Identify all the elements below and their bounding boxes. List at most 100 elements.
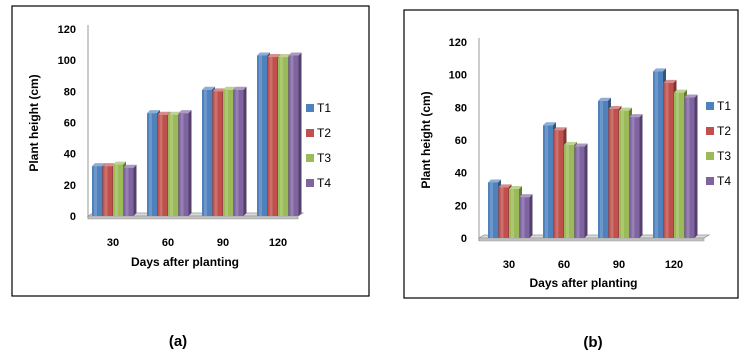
bar-side	[133, 164, 137, 216]
bar-highlight	[180, 113, 184, 216]
x-tick-label: 90	[217, 237, 229, 249]
y-tick-label: 100	[58, 55, 76, 67]
bar-highlight	[235, 89, 239, 216]
y-tick-label: 80	[64, 86, 76, 98]
y-tick-label: 20	[64, 180, 76, 192]
bar-highlight	[290, 55, 294, 216]
bar-T4-30	[519, 194, 533, 238]
bar-highlight	[214, 91, 218, 216]
bar-highlight	[500, 187, 504, 238]
bar-T4-120	[684, 94, 698, 239]
bar-highlight	[225, 89, 228, 216]
legend-item-T3: T3	[306, 151, 331, 165]
legend-item-T2: T2	[706, 124, 731, 138]
bar-T4-90	[233, 86, 247, 217]
bar-highlight	[686, 97, 690, 239]
x-tick-label: 90	[613, 259, 625, 271]
chart-b: 0 20 40 60 80 100 120 30 60 90 120 Days after plant…	[403, 9, 739, 299]
x-axis-label: Days after planting	[131, 255, 239, 269]
bar-top	[564, 141, 577, 145]
bar-highlight	[600, 100, 603, 238]
legend-label: T3	[717, 149, 731, 163]
bar-top	[619, 107, 632, 111]
bar-top	[488, 179, 501, 183]
y-tick-label: 60	[64, 118, 76, 130]
bar-top	[212, 88, 226, 92]
bar-side	[243, 86, 247, 217]
legend-label: T1	[717, 99, 731, 113]
chart-floor-edge	[478, 237, 705, 242]
legend-item-T1: T1	[706, 99, 731, 113]
bar-top	[543, 122, 556, 126]
bar-top	[147, 110, 160, 114]
legend-swatch	[706, 127, 714, 135]
legend-label: T2	[717, 124, 731, 138]
y-tick-label: 40	[64, 149, 76, 161]
y-tick-label: 0	[70, 211, 76, 223]
x-axis-label: Days after planting	[529, 276, 637, 290]
bar-side	[298, 52, 302, 216]
bar-top	[168, 111, 181, 115]
legend-item-T1: T1	[306, 101, 331, 115]
bar-highlight	[204, 89, 207, 216]
x-tick-label: 120	[665, 259, 683, 271]
bar-top	[553, 127, 567, 131]
bar-top	[223, 86, 236, 90]
bar-T4-60	[574, 143, 588, 238]
bar-top	[233, 86, 247, 90]
bar-top	[498, 184, 512, 188]
bar-top	[574, 143, 588, 147]
bar-side	[639, 114, 643, 238]
legend-swatch	[706, 102, 714, 110]
bar-highlight	[555, 130, 559, 238]
y-tick-label: 120	[449, 37, 467, 49]
bar-top	[598, 97, 611, 101]
bar-highlight	[490, 182, 493, 238]
chart-a: 0 20 40 60 80 100 120 30 60 90 120 Days after plant…	[11, 5, 370, 297]
bar-highlight	[631, 117, 635, 238]
bar-top	[92, 163, 105, 167]
bar-highlight	[94, 166, 97, 216]
bar-highlight	[125, 167, 129, 216]
bar-highlight	[655, 71, 658, 239]
legend-swatch	[306, 129, 314, 137]
legend-item-T4: T4	[706, 174, 731, 188]
bar-T4-90	[629, 114, 643, 238]
bar-highlight	[115, 164, 118, 216]
legend-label: T2	[317, 126, 331, 140]
bar-top	[663, 79, 677, 83]
panel-caption: (b)	[583, 334, 602, 351]
bar-top	[509, 186, 522, 189]
chart-floor-edge	[87, 215, 299, 220]
bar-side	[694, 94, 698, 239]
y-tick-label: 100	[449, 70, 467, 82]
y-tick-label: 40	[455, 168, 467, 180]
bar-highlight	[159, 114, 163, 216]
bar-highlight	[280, 57, 283, 216]
legend-swatch	[306, 154, 314, 162]
bar-highlight	[259, 55, 262, 216]
legend-swatch	[306, 104, 314, 112]
bar-highlight	[170, 114, 173, 216]
panel-caption: (a)	[169, 333, 187, 350]
bar-highlight	[104, 166, 108, 216]
bar-top	[629, 114, 643, 118]
bar-side	[529, 194, 533, 238]
bar-highlight	[610, 108, 614, 238]
bar-top	[257, 52, 270, 56]
y-tick-label: 120	[58, 24, 76, 36]
x-tick-label: 30	[107, 237, 119, 249]
bar-T4-120	[288, 52, 302, 216]
bar-T4-60	[178, 110, 192, 216]
bar-highlight	[149, 113, 152, 216]
legend-label: T4	[717, 174, 731, 188]
bar-top	[113, 161, 126, 165]
y-axis-label: Plant height (cm)	[419, 91, 433, 188]
x-tick-label: 60	[558, 259, 570, 271]
bar-top	[102, 163, 116, 167]
bar-highlight	[545, 125, 548, 238]
bar-top	[653, 68, 666, 72]
bar-top	[288, 52, 302, 56]
bar-top	[123, 164, 137, 168]
legend-swatch	[706, 152, 714, 160]
